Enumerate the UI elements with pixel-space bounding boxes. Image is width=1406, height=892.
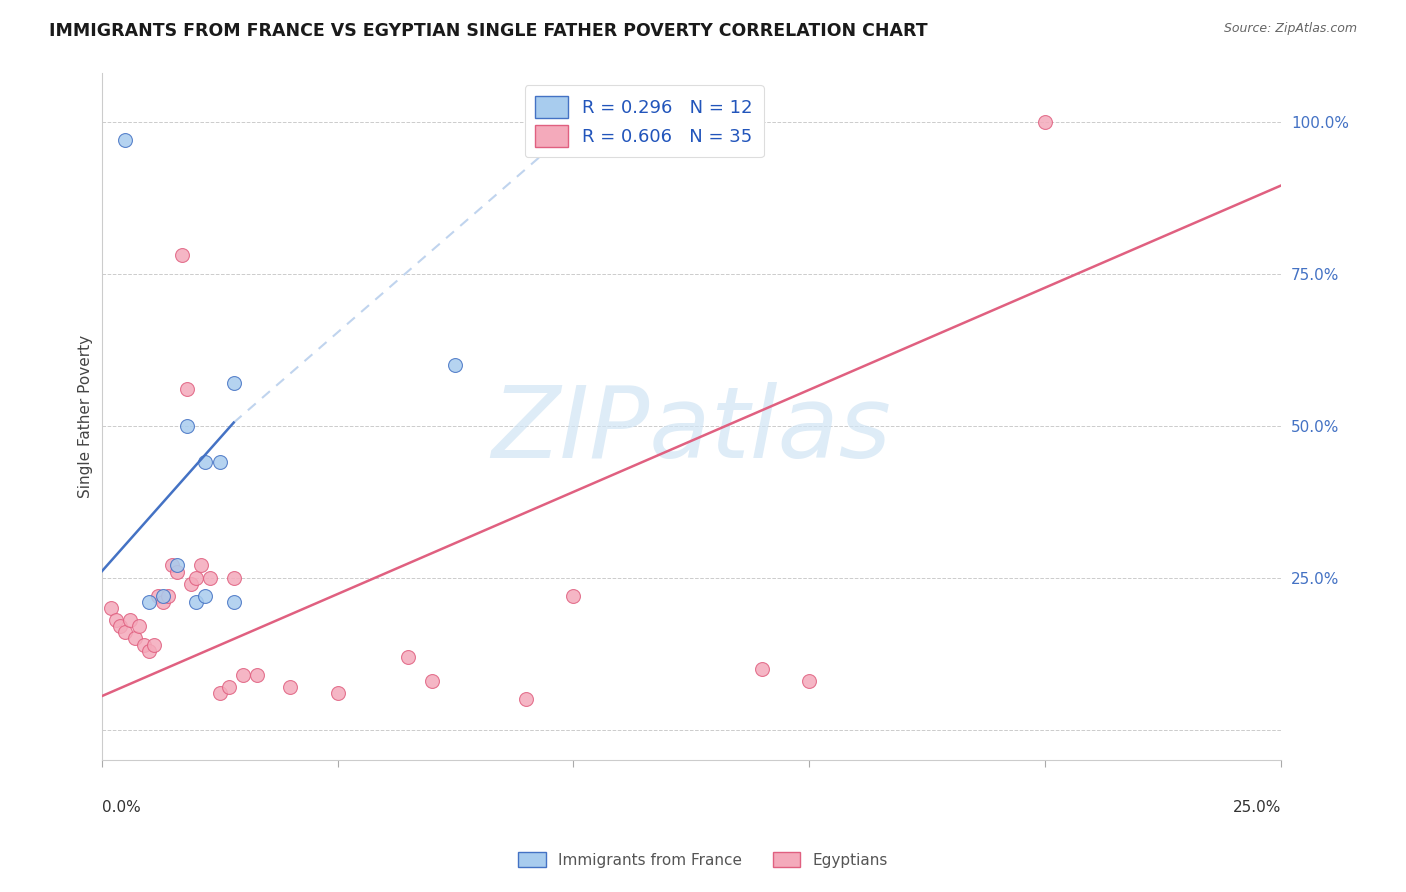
Point	[208, 455, 231, 469]
Point	[515, 692, 537, 706]
Point	[142, 638, 165, 652]
Text: ZIPatlas: ZIPatlas	[492, 382, 891, 479]
Legend: Immigrants from France, Egyptians: Immigrants from France, Egyptians	[512, 846, 894, 873]
Point	[184, 595, 207, 609]
Point	[194, 589, 217, 603]
Point	[124, 632, 146, 646]
Point	[222, 595, 245, 609]
Point	[190, 558, 212, 573]
Point	[114, 133, 136, 147]
Point	[444, 358, 467, 372]
Point	[162, 558, 184, 573]
Text: 0.0%: 0.0%	[101, 799, 141, 814]
Point	[751, 662, 773, 676]
Point	[110, 619, 132, 633]
Point	[218, 680, 240, 694]
Point	[222, 571, 245, 585]
Point	[278, 680, 301, 694]
Point	[176, 382, 198, 396]
Point	[1033, 114, 1056, 128]
Point	[114, 625, 136, 640]
Point	[166, 558, 188, 573]
Point	[128, 619, 150, 633]
Legend: R = 0.296   N = 12, R = 0.606   N = 35: R = 0.296 N = 12, R = 0.606 N = 35	[524, 86, 763, 158]
Point	[326, 686, 349, 700]
Point	[222, 376, 245, 390]
Point	[184, 571, 207, 585]
Point	[152, 589, 174, 603]
Text: 25.0%: 25.0%	[1233, 799, 1281, 814]
Y-axis label: Single Father Poverty: Single Father Poverty	[79, 335, 93, 498]
Point	[208, 686, 231, 700]
Point	[170, 248, 193, 262]
Point	[562, 589, 585, 603]
Point	[104, 613, 127, 627]
Point	[396, 649, 419, 664]
Point	[799, 673, 821, 688]
Point	[118, 613, 141, 627]
Point	[194, 455, 217, 469]
Point	[138, 595, 160, 609]
Point	[420, 673, 443, 688]
Point	[138, 643, 160, 657]
Point	[156, 589, 179, 603]
Point	[246, 668, 269, 682]
Point	[148, 589, 170, 603]
Text: Source: ZipAtlas.com: Source: ZipAtlas.com	[1223, 22, 1357, 36]
Point	[166, 565, 188, 579]
Point	[180, 576, 202, 591]
Point	[176, 418, 198, 433]
Point	[132, 638, 155, 652]
Point	[198, 571, 221, 585]
Text: IMMIGRANTS FROM FRANCE VS EGYPTIAN SINGLE FATHER POVERTY CORRELATION CHART: IMMIGRANTS FROM FRANCE VS EGYPTIAN SINGL…	[49, 22, 928, 40]
Point	[100, 601, 122, 615]
Point	[232, 668, 254, 682]
Point	[152, 595, 174, 609]
